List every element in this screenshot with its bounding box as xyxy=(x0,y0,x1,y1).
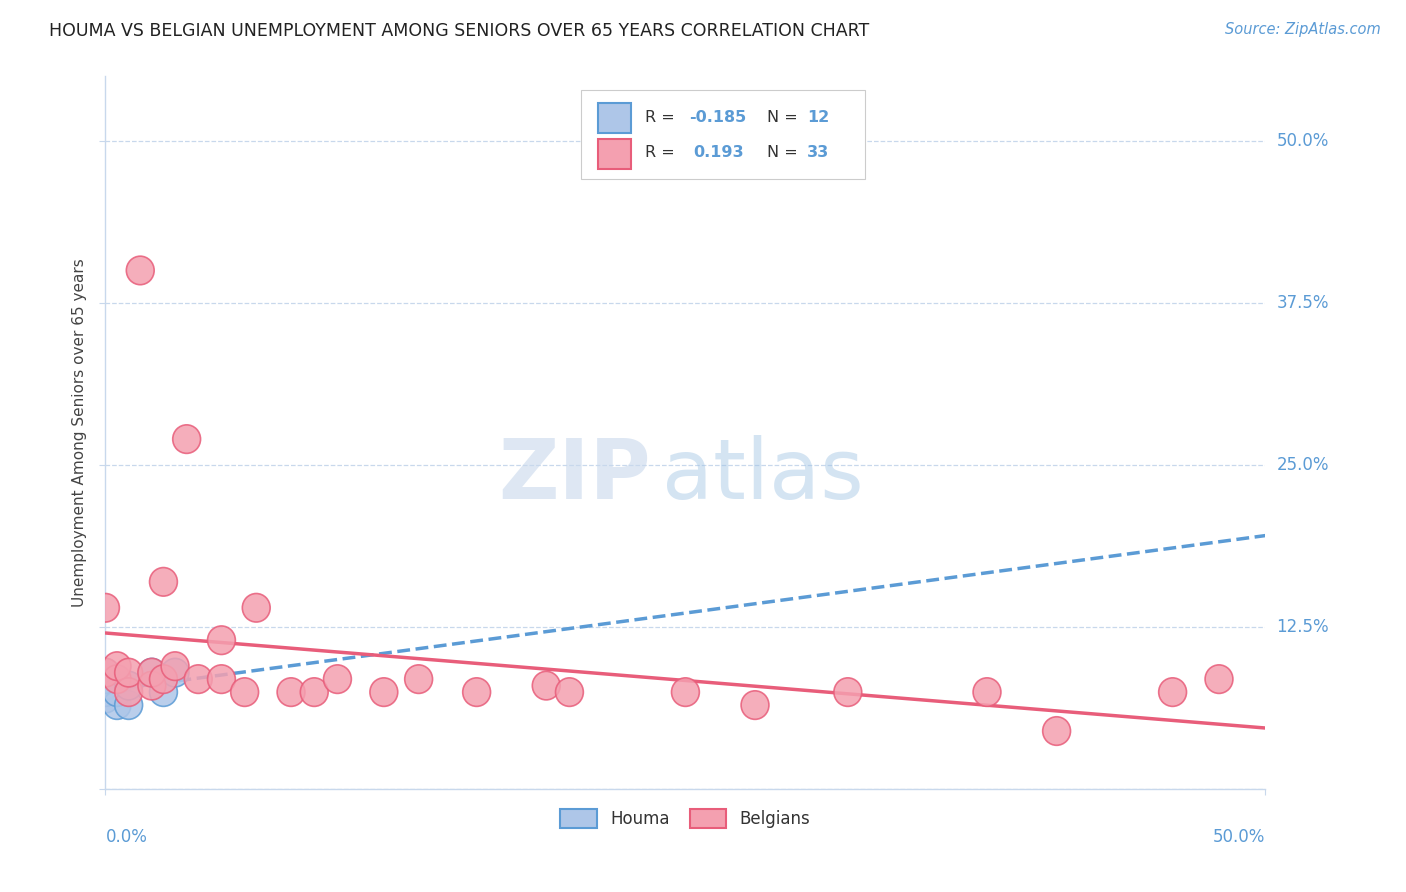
Ellipse shape xyxy=(370,678,398,706)
Ellipse shape xyxy=(323,665,352,693)
Ellipse shape xyxy=(973,678,1001,706)
Ellipse shape xyxy=(138,658,166,687)
Ellipse shape xyxy=(463,678,491,706)
Ellipse shape xyxy=(405,665,433,693)
Ellipse shape xyxy=(208,626,235,655)
Ellipse shape xyxy=(103,652,131,681)
Ellipse shape xyxy=(138,672,166,700)
Ellipse shape xyxy=(242,593,270,622)
Text: 12: 12 xyxy=(807,110,830,125)
Ellipse shape xyxy=(1043,717,1070,746)
Text: 0.193: 0.193 xyxy=(693,145,744,160)
Ellipse shape xyxy=(115,658,142,687)
Ellipse shape xyxy=(162,652,188,681)
Ellipse shape xyxy=(103,678,131,706)
Ellipse shape xyxy=(127,256,155,285)
Ellipse shape xyxy=(208,665,235,693)
Ellipse shape xyxy=(91,593,120,622)
Text: Source: ZipAtlas.com: Source: ZipAtlas.com xyxy=(1225,22,1381,37)
Ellipse shape xyxy=(91,672,120,700)
Ellipse shape xyxy=(173,425,201,453)
Ellipse shape xyxy=(149,567,177,596)
Text: 37.5%: 37.5% xyxy=(1277,293,1329,312)
Ellipse shape xyxy=(231,678,259,706)
Text: HOUMA VS BELGIAN UNEMPLOYMENT AMONG SENIORS OVER 65 YEARS CORRELATION CHART: HOUMA VS BELGIAN UNEMPLOYMENT AMONG SENI… xyxy=(49,22,869,40)
Ellipse shape xyxy=(115,672,142,700)
Ellipse shape xyxy=(834,678,862,706)
Ellipse shape xyxy=(138,658,166,687)
Ellipse shape xyxy=(103,690,131,719)
Ellipse shape xyxy=(115,690,142,719)
Ellipse shape xyxy=(301,678,328,706)
Y-axis label: Unemployment Among Seniors over 65 years: Unemployment Among Seniors over 65 years xyxy=(72,259,87,607)
Text: 0.0%: 0.0% xyxy=(105,829,148,847)
Text: 50.0%: 50.0% xyxy=(1213,829,1265,847)
Ellipse shape xyxy=(91,658,120,687)
Ellipse shape xyxy=(555,678,583,706)
Ellipse shape xyxy=(149,665,177,693)
Text: atlas: atlas xyxy=(662,435,863,516)
Ellipse shape xyxy=(91,665,120,693)
Text: 33: 33 xyxy=(807,145,830,160)
Ellipse shape xyxy=(1159,678,1187,706)
Ellipse shape xyxy=(741,690,769,719)
Text: ZIP: ZIP xyxy=(498,435,651,516)
Ellipse shape xyxy=(91,658,120,687)
Ellipse shape xyxy=(672,678,699,706)
Ellipse shape xyxy=(277,678,305,706)
FancyBboxPatch shape xyxy=(581,90,865,179)
Ellipse shape xyxy=(184,665,212,693)
Text: N =: N = xyxy=(766,110,803,125)
Ellipse shape xyxy=(149,678,177,706)
Ellipse shape xyxy=(91,678,120,706)
Text: R =: R = xyxy=(645,110,679,125)
Text: 12.5%: 12.5% xyxy=(1277,618,1329,636)
Ellipse shape xyxy=(1205,665,1233,693)
Ellipse shape xyxy=(115,678,142,706)
Text: 50.0%: 50.0% xyxy=(1277,132,1329,150)
Text: R =: R = xyxy=(645,145,685,160)
Legend: Houma, Belgians: Houma, Belgians xyxy=(554,802,817,835)
Ellipse shape xyxy=(91,684,120,713)
Text: N =: N = xyxy=(766,145,803,160)
Ellipse shape xyxy=(103,665,131,693)
Ellipse shape xyxy=(162,658,188,687)
Text: 25.0%: 25.0% xyxy=(1277,456,1329,474)
Text: -0.185: -0.185 xyxy=(689,110,747,125)
Ellipse shape xyxy=(533,672,560,700)
FancyBboxPatch shape xyxy=(599,103,631,133)
FancyBboxPatch shape xyxy=(599,138,631,169)
